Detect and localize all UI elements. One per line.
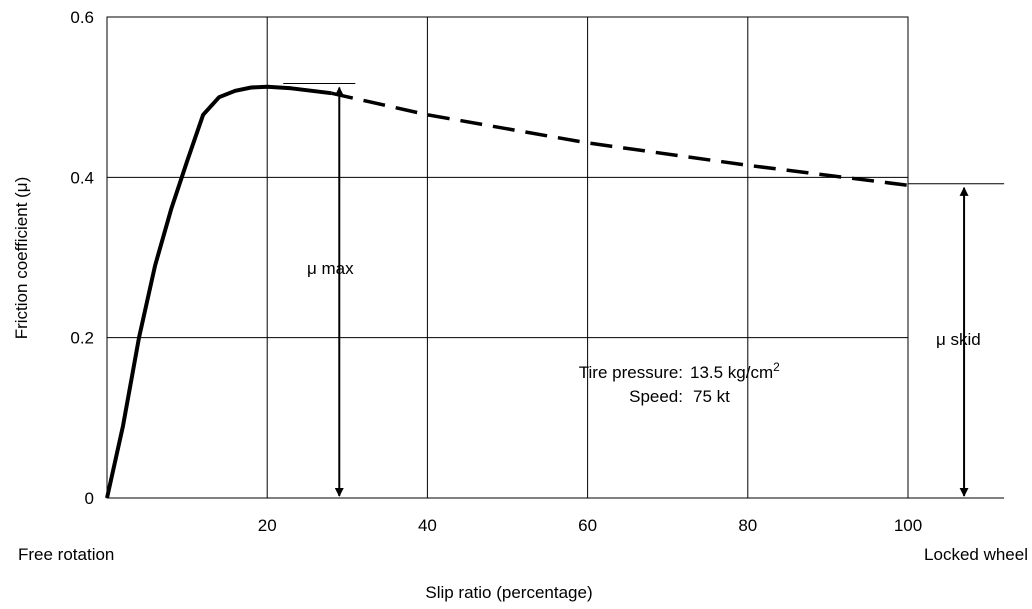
x-tick-label: 80 xyxy=(738,516,757,535)
locked-wheel-label: Locked wheel xyxy=(924,545,1028,564)
speed-label: Speed: xyxy=(629,387,683,406)
grid xyxy=(106,16,909,499)
solid-series-line xyxy=(105,84,332,499)
plot-frame xyxy=(106,16,909,499)
tire-pressure-number: 13.5 kg/cm xyxy=(690,363,773,382)
series xyxy=(105,84,909,499)
y-axis-title: Friction coefficient (μ) xyxy=(12,177,31,340)
tire-pressure-sup: 2 xyxy=(773,360,780,374)
x-axis-title: Slip ratio (percentage) xyxy=(425,583,592,602)
y-tick-label: 0 xyxy=(85,489,94,508)
x-tick-label: 20 xyxy=(258,516,277,535)
dashed-series-line xyxy=(330,91,909,188)
x-tick-label: 60 xyxy=(578,516,597,535)
mu-max-label: μ max xyxy=(307,259,354,278)
mu-skid-label: μ skid xyxy=(936,330,981,349)
x-tick-label: 40 xyxy=(418,516,437,535)
y-tick-label: 0.4 xyxy=(70,168,94,187)
speed-value: 75 kt xyxy=(693,387,730,406)
y-tick-label: 0.6 xyxy=(70,8,94,27)
annotations xyxy=(283,83,1005,499)
tire-pressure-label: Tire pressure: xyxy=(579,363,683,382)
tire-pressure-value: 13.5 kg/cm2 xyxy=(690,360,780,382)
free-rotation-label: Free rotation xyxy=(18,545,114,564)
y-tick-label: 0.2 xyxy=(70,329,94,348)
tick-labels: 20 40 60 80 100 0 0.2 0.4 0.6 xyxy=(70,8,922,535)
x-tick-label: 100 xyxy=(894,516,922,535)
